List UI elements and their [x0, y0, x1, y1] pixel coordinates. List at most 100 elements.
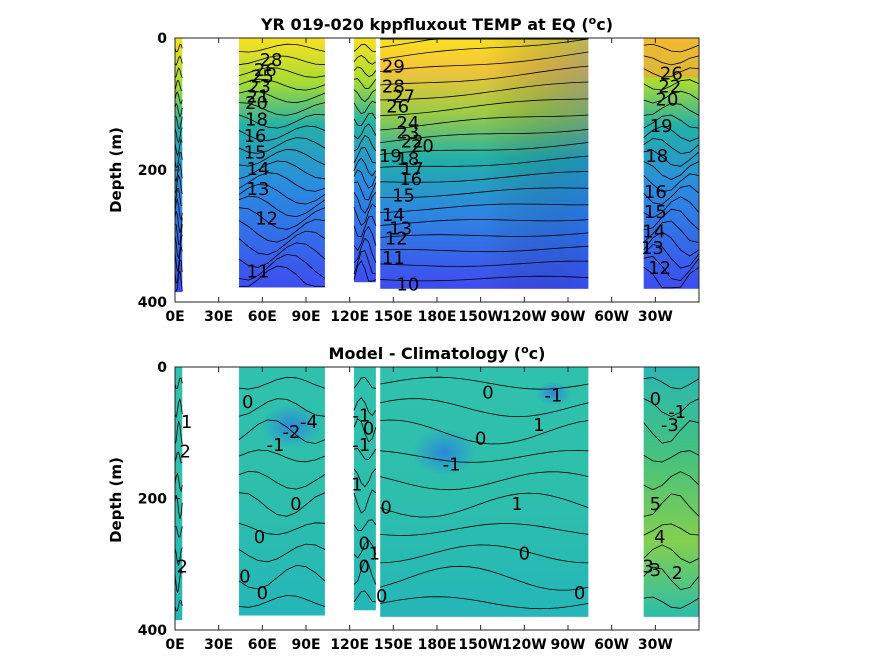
contour-line	[643, 398, 700, 418]
x-tick-label: 150W	[458, 309, 503, 325]
contour-line	[174, 67, 183, 79]
contour-line	[380, 449, 589, 463]
contour-line	[238, 183, 326, 205]
contour-line	[174, 80, 183, 91]
contour-label: 25	[251, 67, 274, 88]
contour-label: 15	[244, 143, 267, 164]
contour-line	[643, 55, 700, 66]
contour-line	[238, 564, 326, 590]
contour-line	[643, 220, 700, 243]
contour-line	[238, 218, 325, 243]
contour-line	[643, 420, 700, 444]
contour-label: 20	[245, 93, 268, 114]
contour-label: 20	[411, 136, 434, 157]
contour-label: 22	[401, 131, 424, 152]
contour-line	[643, 90, 700, 104]
contour-line	[353, 376, 376, 389]
contour-line	[353, 468, 377, 488]
x-tick-label: 0E	[165, 309, 184, 325]
contour-label: -3	[661, 415, 679, 436]
contour-line	[238, 376, 326, 390]
contour-label: 0	[482, 382, 493, 403]
contour-line	[174, 151, 183, 168]
x-tick-label: 120W	[502, 637, 547, 653]
contour-line	[174, 187, 183, 207]
contour-label: 13	[247, 179, 270, 200]
contour-line	[353, 215, 377, 238]
contour-line	[174, 116, 183, 130]
y-tick-label: 200	[138, 163, 167, 179]
contour-line	[174, 246, 183, 272]
contour-label: 11	[382, 248, 405, 269]
contour-line	[238, 90, 326, 104]
x-tick-label: 180E	[418, 309, 457, 325]
ocean-region	[239, 38, 325, 288]
contour-label: 2	[179, 441, 190, 462]
contour-line	[353, 181, 377, 201]
x-tick-label: 150E	[374, 309, 413, 325]
contour-label: 12	[385, 228, 408, 249]
contour-line	[643, 196, 700, 219]
contour-label: 13	[641, 238, 664, 259]
contour-line	[353, 539, 377, 559]
contour-line	[643, 138, 700, 155]
contour-line	[238, 543, 326, 563]
contour-label: 0	[519, 543, 530, 564]
contour-line	[238, 492, 326, 517]
ocean-region	[380, 367, 589, 617]
contour-line	[353, 590, 376, 603]
contour-line	[238, 522, 325, 536]
contour-label: 0	[254, 527, 265, 548]
contour-label: -1	[266, 435, 284, 456]
contour-label: 10	[396, 275, 419, 296]
contour-line	[174, 600, 183, 612]
contour-label: 0	[380, 497, 391, 518]
contour-line	[643, 208, 700, 231]
contour-line	[380, 38, 589, 60]
contour-label: -1	[352, 405, 370, 426]
contour-line	[174, 173, 183, 195]
contour-line	[238, 419, 326, 444]
contour-line	[353, 134, 377, 152]
contour-label: -1	[443, 455, 461, 476]
contour-line	[174, 494, 183, 519]
contour-label: 12	[648, 258, 671, 279]
contour-line	[353, 250, 376, 275]
contour-label: -2	[282, 422, 300, 443]
contour-label: 15	[392, 185, 415, 206]
contour-line	[643, 114, 700, 129]
x-tick-label: 30E	[204, 309, 233, 325]
contour-line	[643, 377, 700, 390]
contour-line	[353, 66, 377, 78]
x-tick-label: 180E	[418, 637, 457, 653]
contour-label: 1	[511, 494, 522, 515]
contour-line	[353, 396, 377, 417]
x-tick-label: 120W	[502, 309, 547, 325]
contour-line	[643, 79, 700, 91]
contour-line	[380, 471, 589, 491]
contour-label: 23	[396, 123, 419, 144]
y-tick-label: 0	[157, 360, 167, 376]
contour-label: 1	[369, 543, 380, 564]
contour-line	[643, 493, 700, 517]
contour-line	[643, 161, 700, 180]
contour-line	[353, 489, 377, 514]
cool-anomaly	[535, 381, 572, 406]
contour-label: 1	[351, 474, 362, 495]
x-tick-label: 0E	[165, 637, 184, 653]
contour-line	[380, 492, 589, 518]
contour-line	[380, 565, 589, 591]
contour-label: 11	[247, 261, 270, 282]
contour-line	[174, 223, 183, 245]
contour-line	[380, 171, 589, 183]
contour-label: 2	[177, 557, 188, 578]
contour-line	[238, 160, 325, 180]
contour-line	[643, 149, 700, 167]
contour-line	[380, 155, 589, 168]
contour-label: 19	[379, 146, 402, 167]
contour-line	[238, 253, 326, 281]
contour-line	[643, 173, 700, 193]
contour-line	[238, 398, 325, 417]
contour-label: -4	[300, 412, 318, 433]
